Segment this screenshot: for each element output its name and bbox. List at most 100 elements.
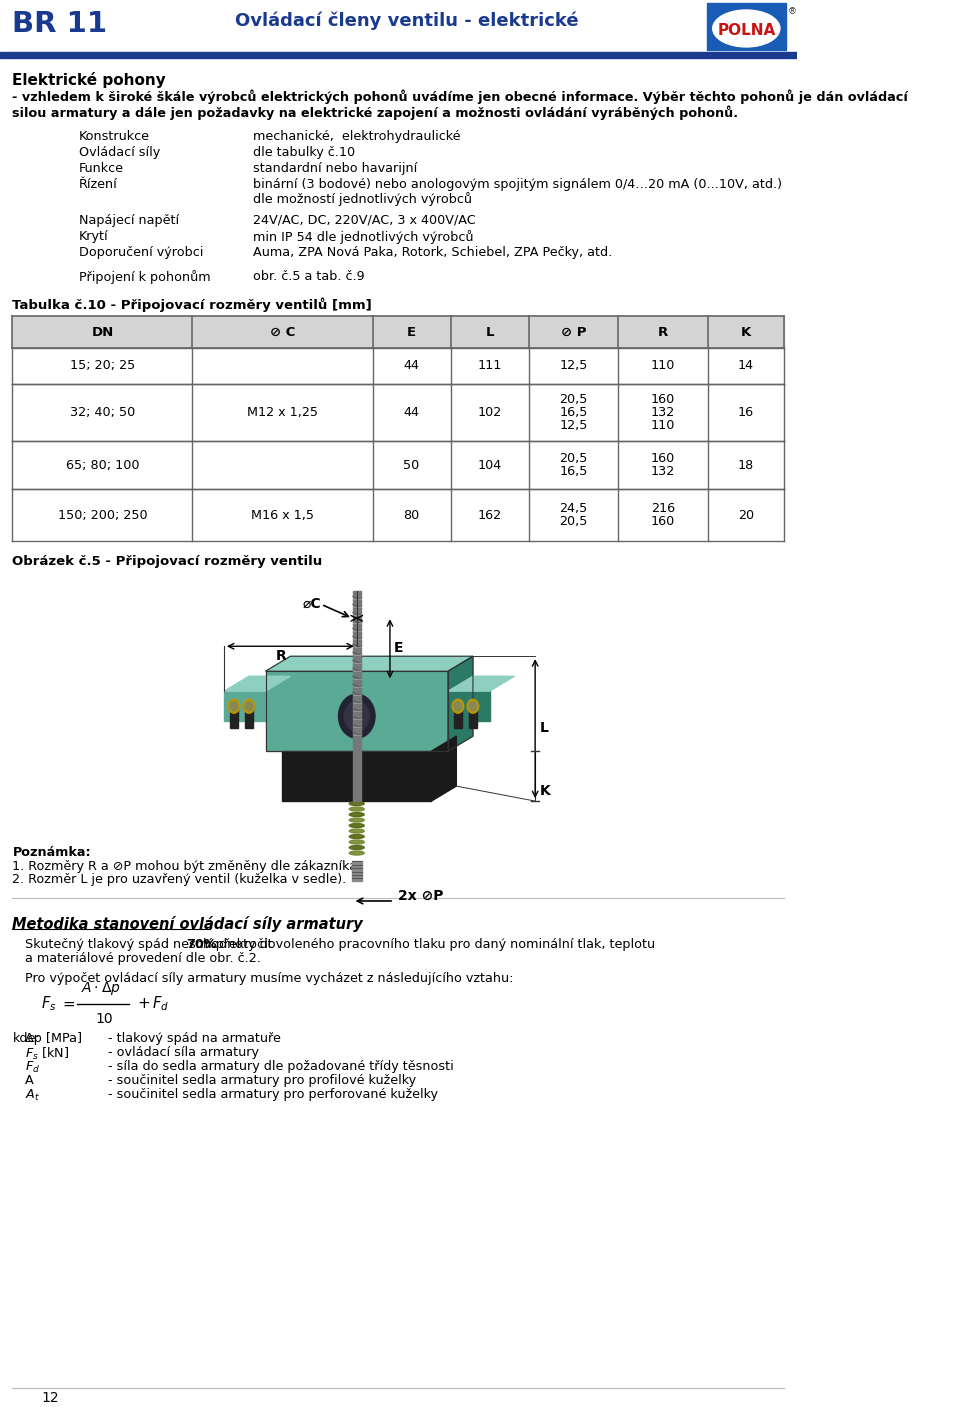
Bar [351, 861, 362, 881]
Text: $A_t$: $A_t$ [25, 1088, 40, 1103]
Text: $F_s$: $F_s$ [41, 995, 57, 1013]
Text: - vzhledem k široké škále výrobců elektrických pohonů uvádíme jen obecné informa: - vzhledem k široké škále výrobců elektr… [12, 90, 908, 104]
Text: Napájecí napětí: Napájecí napětí [79, 214, 179, 227]
Bar [12, 442, 784, 490]
Text: standardní nebo havarijní: standardní nebo havarijní [253, 162, 418, 174]
Text: $F_d$: $F_d$ [152, 995, 169, 1013]
Text: dle možností jednotlivých výrobců: dle možností jednotlivých výrobců [253, 191, 472, 205]
Text: Doporučení výrobci: Doporučení výrobci [79, 246, 204, 259]
Text: M12 x 1,25: M12 x 1,25 [247, 407, 318, 419]
Text: Připojení k pohonům: Připojení k pohonům [79, 270, 210, 284]
Text: 65; 80; 100: 65; 80; 100 [65, 459, 139, 471]
Text: 160: 160 [651, 453, 675, 466]
Circle shape [345, 701, 370, 732]
Text: dle tabulky č.10: dle tabulky č.10 [253, 146, 355, 159]
Text: K: K [741, 326, 751, 339]
Text: 16,5: 16,5 [559, 407, 588, 419]
Text: DN: DN [91, 326, 113, 339]
Text: +: + [137, 996, 150, 1012]
Polygon shape [448, 677, 515, 691]
Text: K: K [540, 784, 550, 798]
Text: 24,5: 24,5 [559, 502, 588, 515]
Polygon shape [431, 736, 456, 801]
Bar [454, 706, 462, 729]
Text: 150; 200; 250: 150; 200; 250 [58, 509, 147, 522]
Ellipse shape [349, 802, 364, 806]
Text: 110: 110 [651, 359, 675, 371]
Polygon shape [448, 691, 490, 722]
Text: Ovládací členy ventilu - elektrické: Ovládací členy ventilu - elektrické [235, 13, 578, 31]
Text: $F_s$ [kN]: $F_s$ [kN] [25, 1045, 69, 1062]
Text: $F_d$: $F_d$ [25, 1059, 40, 1075]
Text: 70%: 70% [185, 938, 216, 951]
Text: hodnoty dovoleného pracovního tlaku pro daný nominální tlak, teplotu: hodnoty dovoleného pracovního tlaku pro … [200, 938, 656, 951]
Text: 162: 162 [477, 509, 501, 522]
Text: 20,5: 20,5 [559, 393, 588, 407]
Text: 1. Rozměry R a ⊘P mohou být změněny dle zákazníka.: 1. Rozměry R a ⊘P mohou být změněny dle … [12, 860, 362, 872]
Text: Metodika stanovení ovládací síly armatury: Metodika stanovení ovládací síly armatur… [12, 916, 363, 931]
Text: 24V/AC, DC, 220V/AC, 3 x 400V/AC: 24V/AC, DC, 220V/AC, 3 x 400V/AC [253, 214, 476, 227]
Text: Skutečný tlakový spád nesmí překročit: Skutečný tlakový spád nesmí překročit [25, 938, 276, 951]
Polygon shape [224, 691, 266, 722]
Text: binární (3 bodové) nebo anologovým spojitým signálem 0/4…20 mA (0...10V, atd.): binární (3 bodové) nebo anologovým spoji… [253, 177, 782, 191]
Text: 111: 111 [477, 359, 502, 371]
Text: 32; 40; 50: 32; 40; 50 [70, 407, 135, 419]
Text: 132: 132 [651, 407, 675, 419]
Text: Pro výpočet ovládací síly armatury musíme vycházet z následujícího vztahu:: Pro výpočet ovládací síly armatury musím… [25, 972, 514, 985]
Text: ®: ® [787, 7, 797, 15]
Ellipse shape [349, 823, 364, 827]
Text: M16 x 1,5: M16 x 1,5 [251, 509, 314, 522]
Bar [0, 52, 797, 58]
Text: ⊘ C: ⊘ C [270, 326, 295, 339]
Text: 50: 50 [403, 459, 420, 471]
Circle shape [339, 694, 375, 739]
Text: $A \cdot \Delta p$: $A \cdot \Delta p$ [82, 979, 121, 996]
Polygon shape [448, 656, 473, 751]
Text: Poznámka:: Poznámka: [12, 846, 91, 860]
Circle shape [245, 702, 252, 711]
Bar [12, 315, 784, 348]
Text: 10: 10 [95, 1012, 113, 1026]
Ellipse shape [349, 829, 364, 833]
Ellipse shape [349, 817, 364, 822]
Text: 110: 110 [651, 419, 675, 432]
Text: - součinitel sedla armatury pro perforované kuželky: - součinitel sedla armatury pro perforov… [108, 1088, 438, 1100]
Text: 20,5: 20,5 [559, 515, 588, 529]
Text: Konstrukce: Konstrukce [79, 129, 150, 144]
Text: - ovládací síla armatury: - ovládací síla armatury [108, 1045, 259, 1059]
Text: - tlakový spád na armatuře: - tlakový spád na armatuře [108, 1031, 280, 1045]
Text: - síla do sedla armatury dle požadované třídy těsnosti: - síla do sedla armatury dle požadované … [108, 1059, 454, 1072]
Text: obr. č.5 a tab. č.9: obr. č.5 a tab. č.9 [253, 270, 365, 283]
Circle shape [468, 699, 479, 713]
Polygon shape [266, 656, 473, 671]
Text: POLNA: POLNA [717, 23, 776, 38]
Ellipse shape [349, 813, 364, 816]
Circle shape [243, 699, 254, 713]
Text: L: L [485, 326, 493, 339]
Circle shape [469, 702, 477, 711]
Text: 44: 44 [403, 407, 420, 419]
Text: 15; 20; 25: 15; 20; 25 [70, 359, 135, 371]
Polygon shape [282, 751, 431, 801]
Bar [229, 706, 238, 729]
Text: kde:: kde: [12, 1031, 40, 1045]
Text: 16: 16 [738, 407, 754, 419]
Bar [468, 706, 477, 729]
Text: R: R [658, 326, 668, 339]
Text: 102: 102 [477, 407, 502, 419]
Text: mechanické,  elektrohydraulické: mechanické, elektrohydraulické [253, 129, 461, 144]
Text: 80: 80 [403, 509, 420, 522]
Text: 160: 160 [651, 393, 675, 407]
Text: ⊘ P: ⊘ P [561, 326, 586, 339]
Text: Elektrické pohony: Elektrické pohony [12, 72, 166, 87]
Text: 16,5: 16,5 [559, 466, 588, 478]
Text: A: A [25, 1074, 34, 1086]
Bar [12, 490, 784, 542]
Text: 44: 44 [403, 359, 420, 371]
Text: Krytí: Krytí [79, 229, 108, 243]
Bar [707, 3, 785, 49]
Circle shape [230, 702, 238, 711]
Circle shape [454, 702, 462, 711]
Text: 12: 12 [41, 1392, 60, 1406]
Text: Ovládací síly: Ovládací síly [79, 146, 160, 159]
